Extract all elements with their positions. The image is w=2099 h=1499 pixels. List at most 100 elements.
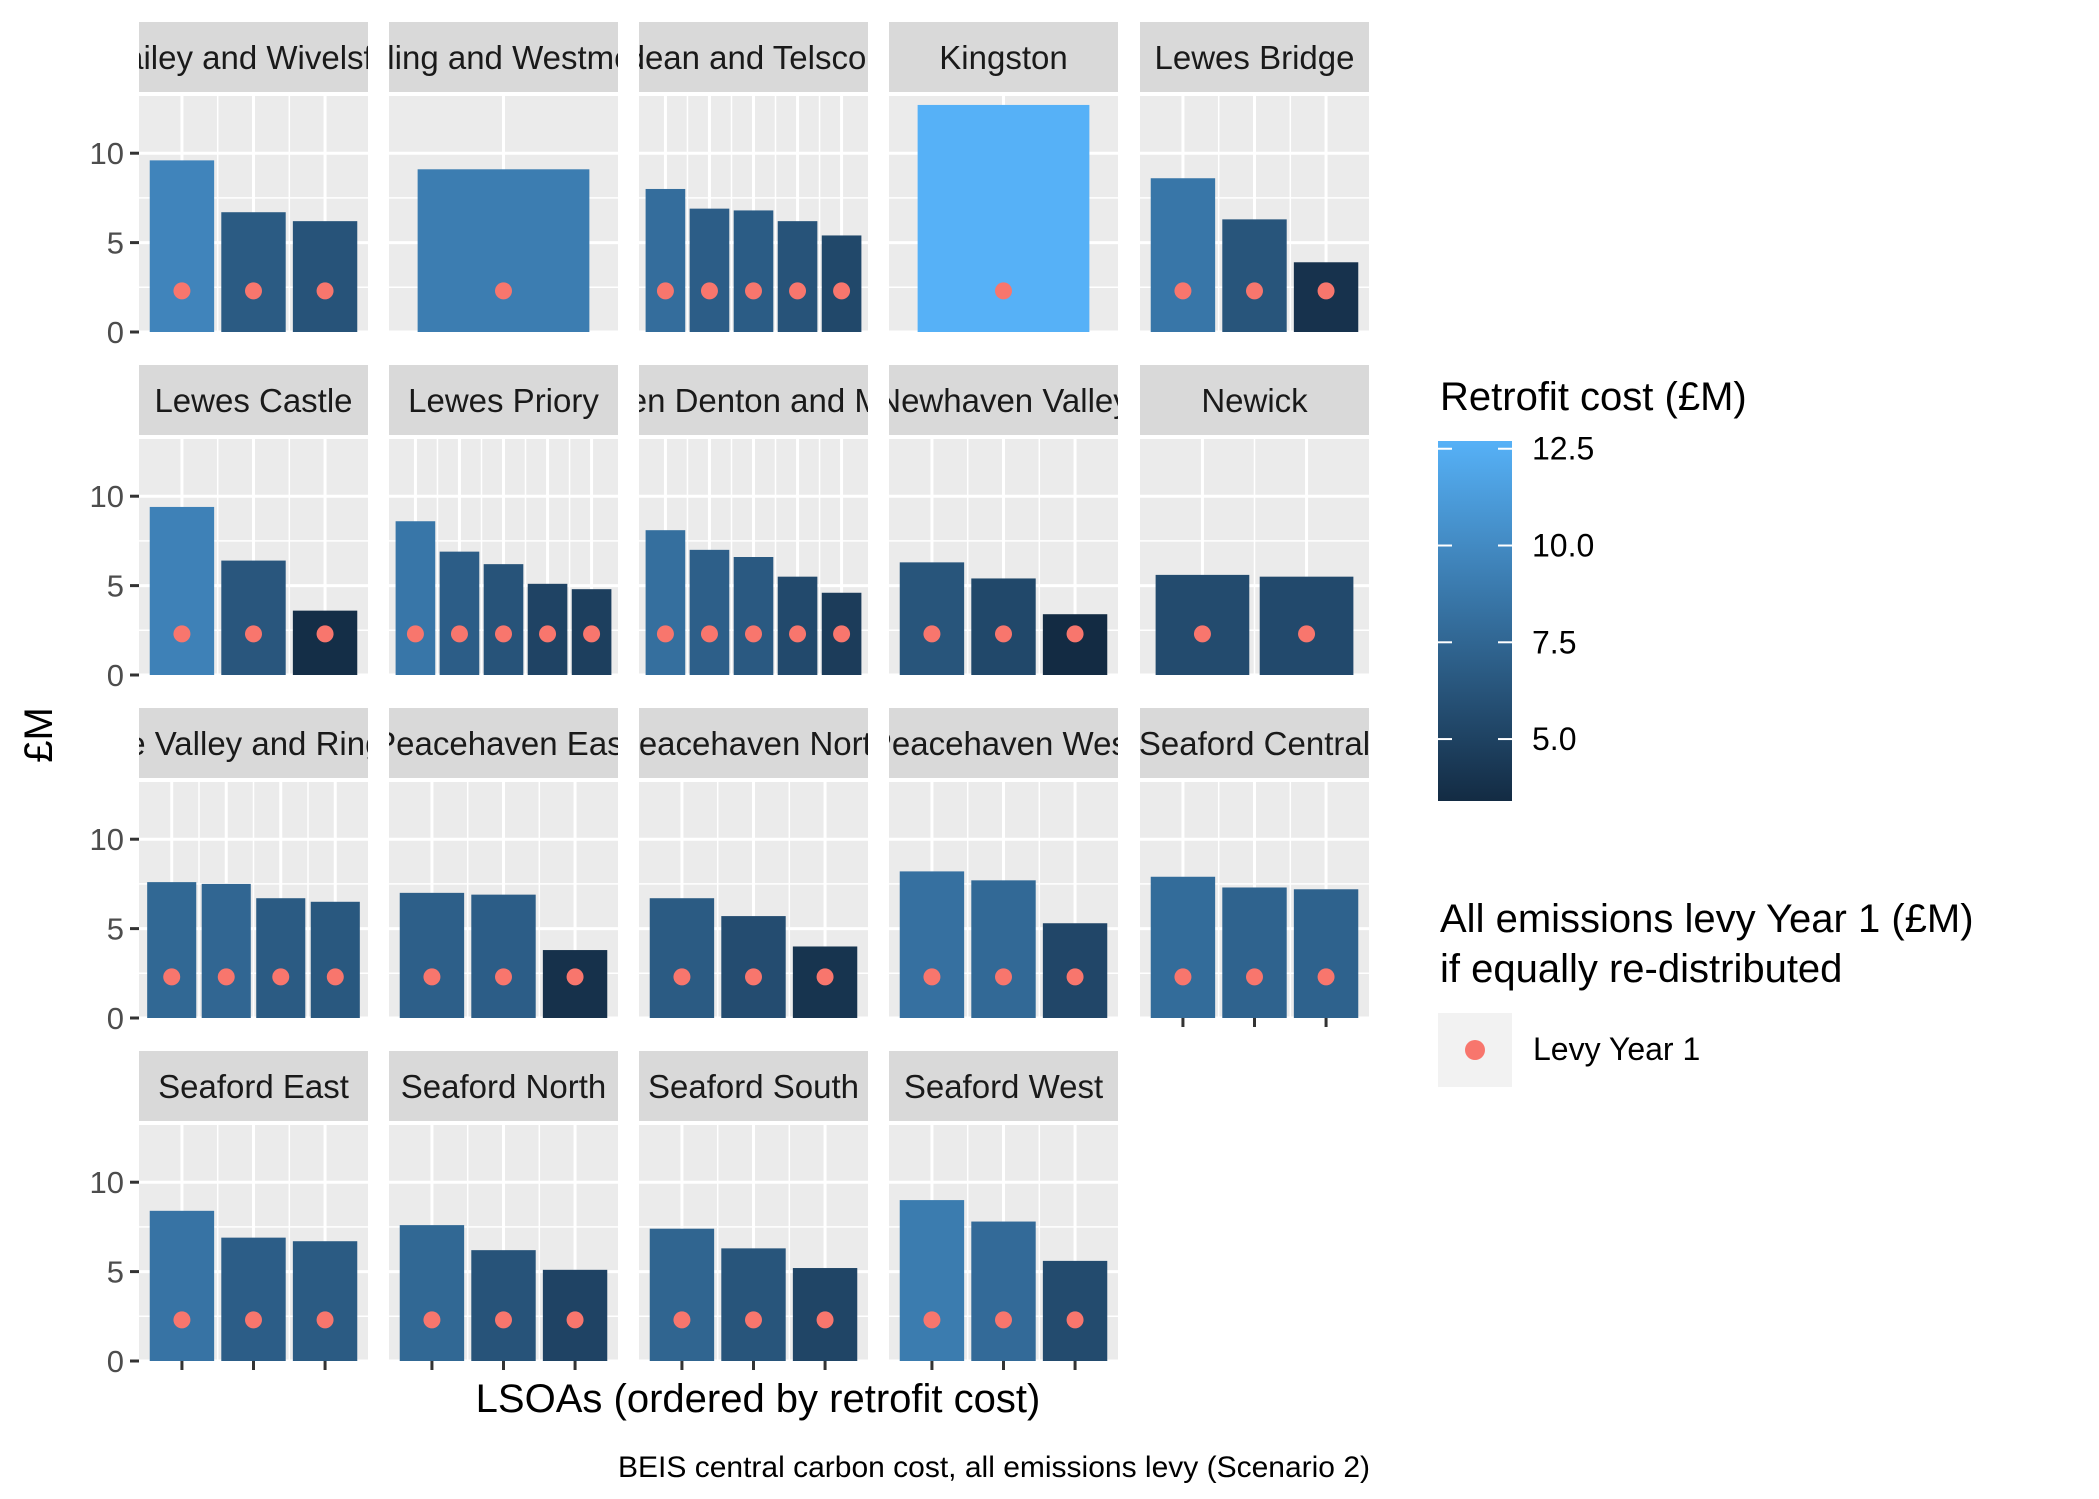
levy-point — [995, 1311, 1012, 1329]
bar — [1042, 614, 1108, 675]
levy-point — [450, 625, 468, 643]
bar — [1222, 219, 1287, 332]
bar — [149, 160, 215, 332]
bar — [471, 894, 536, 1018]
colorbar-tick-label: 5.0 — [1532, 721, 1576, 757]
facet-strip-label: Chailey and Wivelsfield — [83, 39, 424, 76]
facet-strip — [889, 22, 1118, 92]
levy-point — [1246, 968, 1263, 986]
facet-strip-label: Newhaven Valley — [877, 382, 1130, 419]
bar — [292, 610, 358, 675]
levy-point — [1193, 625, 1211, 643]
levy-point — [656, 625, 674, 643]
bar — [899, 871, 965, 1018]
facet-strip-label: Seaford West — [904, 1068, 1103, 1105]
levy-point — [1066, 968, 1084, 986]
bar — [649, 898, 715, 1018]
levy-point — [163, 968, 181, 986]
facet-strip-label: East Saltdean and Telscombe Cliffs — [495, 39, 1013, 76]
levy-point — [217, 968, 235, 986]
facet-strip-label: Lewes Bridge — [1155, 39, 1355, 76]
bar — [310, 901, 360, 1018]
facet-strip — [389, 22, 618, 92]
facet-panel: Lewes Priory — [389, 365, 618, 677]
bar — [395, 521, 436, 675]
y-tick-label: 10 — [90, 136, 124, 171]
levy-point — [566, 968, 584, 986]
bar — [721, 916, 786, 1018]
levy-point — [833, 282, 851, 300]
levy-point — [495, 1311, 512, 1329]
levy-point — [1317, 282, 1335, 300]
levy-point — [1174, 968, 1192, 986]
levy-point — [423, 968, 441, 986]
levy-point — [316, 282, 334, 300]
facet-panel: Peacehaven North — [639, 708, 868, 1020]
bar — [439, 551, 480, 675]
facet-strip-label: Seaford East — [158, 1068, 349, 1105]
fill-legend-title: Retrofit cost (£M) — [1440, 375, 1747, 419]
facet-strip — [1140, 365, 1369, 435]
levy-point — [495, 968, 512, 986]
facet-strip — [389, 365, 618, 435]
colorbar-tick-label: 7.5 — [1532, 624, 1576, 660]
levy-point — [923, 1311, 941, 1329]
levy-point — [495, 282, 512, 300]
levy-point — [673, 1311, 691, 1329]
facet-panel: Seaford South — [639, 1051, 868, 1370]
levy-point — [745, 1311, 762, 1329]
levy-point — [700, 625, 718, 643]
facet-panel: Ditchling and Westmeston — [312, 22, 695, 334]
colorbar-tick-label: 12.5 — [1532, 431, 1594, 467]
levy-point — [245, 625, 262, 643]
levy-point — [1066, 1311, 1084, 1329]
levy-point — [583, 625, 601, 643]
facet-panel: Seaford North — [389, 1051, 618, 1370]
y-tick-label: 10 — [90, 1165, 124, 1200]
facet-strip — [389, 708, 618, 778]
levy-point — [745, 282, 762, 300]
facet-panel: Seaford Central — [1140, 708, 1369, 1027]
bar — [645, 530, 686, 675]
levy-point — [566, 1311, 584, 1329]
facet-strip-label: Seaford South — [648, 1068, 859, 1105]
facet-panel: Seaford East 0 5 10 — [90, 1051, 368, 1379]
fill-colorbar — [1438, 441, 1512, 801]
levy-point — [316, 625, 334, 643]
bar — [147, 882, 197, 1018]
facet-panel: Newhaven Valley — [877, 365, 1130, 677]
bar — [1150, 876, 1216, 1018]
facet-panel: Peacehaven West — [889, 708, 1118, 1020]
facet-panel: Newick — [1140, 365, 1369, 677]
bar — [221, 560, 286, 675]
bar — [971, 1221, 1036, 1361]
facet-strip — [1140, 708, 1369, 778]
point-legend-label: Levy Year 1 — [1533, 1031, 1700, 1067]
bar — [221, 1237, 286, 1361]
levy-point — [816, 1311, 834, 1329]
levy-point — [245, 1311, 262, 1329]
bar — [292, 1241, 358, 1361]
y-tick-label: 10 — [90, 822, 124, 857]
levy-point — [1317, 968, 1335, 986]
levy-point — [1246, 282, 1263, 300]
bar — [471, 1250, 536, 1361]
y-tick-label: 0 — [107, 315, 124, 350]
bar — [777, 221, 818, 332]
bar — [721, 1248, 786, 1361]
y-tick-label: 5 — [107, 1255, 124, 1290]
levy-point — [923, 625, 941, 643]
facet-strip-label: Ouse Valley and Ringmer — [67, 725, 441, 762]
levy-point — [495, 625, 512, 643]
bar — [201, 883, 251, 1018]
bar — [256, 898, 306, 1018]
levy-point — [326, 968, 344, 986]
levy-point — [173, 625, 191, 643]
bar — [292, 221, 358, 332]
bar — [399, 892, 465, 1018]
bar — [899, 562, 965, 675]
y-tick-label: 0 — [107, 1001, 124, 1036]
facet-strip-label: Ditchling and Westmeston — [312, 39, 695, 76]
levy-point — [173, 1311, 191, 1329]
